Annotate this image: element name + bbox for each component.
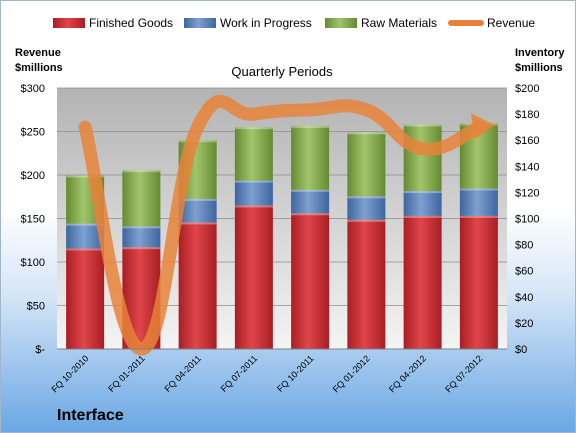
- legend-swatch-work-in-progress: [184, 18, 216, 28]
- legend-label-raw-materials: Raw Materials: [361, 16, 437, 30]
- left-tick-label: $150: [21, 214, 45, 226]
- left-axis-label-line1: Revenue: [15, 47, 61, 59]
- left-tick-label: $200: [21, 170, 45, 182]
- bar-raw-materials-top-edge: [122, 170, 161, 173]
- bar-work-in-progress: [403, 191, 442, 216]
- right-tick-label: $180: [515, 109, 539, 121]
- right-tick-label: $120: [515, 187, 539, 199]
- bar-work-in-progress: [122, 226, 161, 248]
- bar-work-in-progress: [459, 188, 498, 216]
- bar-finished-goods: [347, 219, 386, 349]
- bar-finished-goods: [459, 215, 498, 349]
- bar-finished-goods-top-edge: [347, 219, 386, 222]
- legend-label-finished-goods: Finished Goods: [89, 16, 173, 30]
- x-tick-label: FQ 10-2010: [50, 353, 91, 394]
- right-tick-label: $80: [515, 240, 533, 252]
- left-tick-label: $50: [27, 301, 45, 313]
- right-axis-label-line1: Inventory: [515, 47, 565, 59]
- bar-raw-materials-top-edge: [347, 132, 386, 135]
- bar-finished-goods: [234, 205, 273, 349]
- bar-raw-materials: [122, 170, 161, 227]
- x-tick-label: FQ 07-2011: [219, 353, 260, 394]
- x-tick-label: FQ 10-2011: [275, 353, 316, 394]
- bar-work-in-progress-top-edge: [178, 198, 217, 201]
- x-axis-ticks: FQ 10-2010 FQ 01-2011 FQ 04-2011 FQ 07-2011…: [50, 353, 485, 394]
- bar-raw-materials-top-edge: [66, 175, 105, 178]
- left-tick-label: $100: [21, 257, 45, 269]
- bar-series: [66, 123, 498, 349]
- right-axis-label-line2: $millions: [515, 62, 563, 74]
- right-tick-label: $20: [515, 318, 533, 330]
- bar-work-in-progress-top-edge: [234, 180, 273, 183]
- bar-finished-goods-top-edge: [122, 247, 161, 250]
- x-tick-label: FQ 01-2011: [106, 353, 147, 394]
- company-name: Interface: [57, 407, 124, 424]
- bar-finished-goods-top-edge: [178, 222, 217, 225]
- right-tick-label: $0: [515, 344, 527, 356]
- chart-title: Quarterly Periods: [231, 64, 333, 79]
- x-tick-label: FQ 07-2012: [443, 353, 484, 394]
- revenue-line-arrowhead: [470, 113, 495, 140]
- right-tick-label: $60: [515, 266, 533, 278]
- bar-finished-goods: [291, 213, 330, 349]
- bar-raw-materials-top-edge: [234, 127, 273, 130]
- left-tick-label: $250: [21, 127, 45, 139]
- bar-finished-goods-top-edge: [234, 205, 273, 208]
- bar-work-in-progress-top-edge: [459, 188, 498, 191]
- right-tick-label: $200: [515, 83, 539, 95]
- x-tick-label: FQ 04-2011: [162, 353, 203, 394]
- bar-finished-goods: [178, 222, 217, 349]
- bar-finished-goods-top-edge: [66, 248, 105, 251]
- bar-raw-materials: [291, 125, 330, 190]
- right-tick-label: $160: [515, 135, 539, 147]
- bar-raw-materials-top-edge: [403, 124, 442, 127]
- bar-work-in-progress: [234, 180, 273, 206]
- left-axis-ticks: $- $50 $100 $150 $200 $250 $300: [21, 83, 46, 356]
- x-tick-label: FQ 01-2012: [331, 353, 372, 394]
- bar-finished-goods-top-edge: [459, 215, 498, 218]
- right-axis-ticks: $0 $20 $40 $60 $80 $100 $120 $140 $160 $180 $200: [515, 83, 539, 356]
- bar-finished-goods: [403, 215, 442, 349]
- revenue-line: [78, 94, 486, 356]
- bar-raw-materials: [234, 127, 273, 181]
- bar-work-in-progress-top-edge: [403, 191, 442, 194]
- legend-swatch-raw-materials: [325, 18, 357, 28]
- bar-work-in-progress-top-edge: [66, 223, 105, 226]
- bar-raw-materials: [403, 124, 442, 192]
- bar-work-in-progress-top-edge: [291, 189, 330, 192]
- bar-work-in-progress: [347, 196, 386, 220]
- legend-label-revenue: Revenue: [487, 16, 535, 30]
- revenue-line-layer: [78, 94, 495, 356]
- bar-raw-materials-top-edge: [291, 125, 330, 128]
- bar-work-in-progress: [291, 189, 330, 214]
- right-tick-label: $100: [515, 214, 539, 226]
- right-tick-label: $40: [515, 292, 533, 304]
- bar-finished-goods-top-edge: [291, 213, 330, 216]
- bar-raw-materials: [347, 132, 386, 197]
- bar-work-in-progress-top-edge: [122, 226, 161, 229]
- legend-swatch-finished-goods: [53, 18, 85, 28]
- left-tick-label: $300: [21, 83, 45, 95]
- left-axis-label-line2: $millions: [15, 62, 63, 74]
- right-tick-label: $140: [515, 161, 539, 173]
- bar-work-in-progress-top-edge: [347, 196, 386, 199]
- legend-label-work-in-progress: Work in Progress: [220, 16, 312, 30]
- bar-finished-goods-top-edge: [403, 215, 442, 218]
- left-tick-label: $-: [35, 344, 45, 356]
- bar-finished-goods: [66, 248, 105, 349]
- legend: Finished Goods Work in Progress Raw Mate…: [53, 16, 535, 30]
- bar-work-in-progress: [178, 198, 217, 223]
- x-tick-label: FQ 04-2012: [387, 353, 428, 394]
